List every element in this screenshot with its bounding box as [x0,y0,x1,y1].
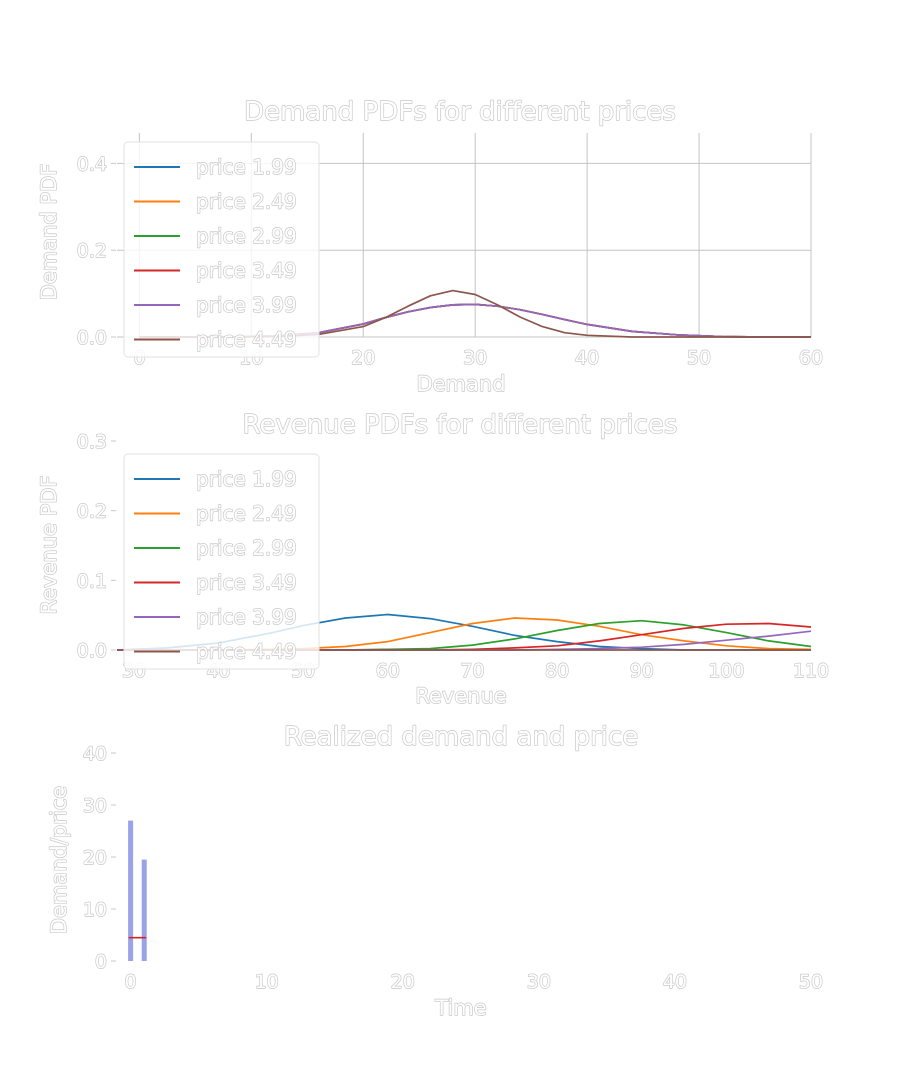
legend-label-3: price 2.99 [196,224,297,248]
legend-label-6: price 4.49 [196,640,297,664]
demand-bar-2 [141,859,147,961]
legend-label-2: price 2.49 [196,502,297,526]
x-tick-label: 60 [799,347,823,369]
legend-label-5: price 3.99 [196,605,297,629]
legend-label-3: price 2.99 [196,536,297,560]
legend-label-5: price 3.99 [196,293,297,317]
y-tick-label: 30 [83,795,107,817]
x-tick-label: 30 [463,347,487,369]
demand-legend: price 1.99 price 2.49 price 2.99 price 3.49… [123,141,320,358]
legend-label-1: price 1.99 [196,467,297,491]
y-tick-label: 20 [83,847,107,869]
demand-y-axis-label: Demand PDF [37,164,61,301]
legend-label-4: price 3.49 [196,571,297,595]
revenue-chart-title: Revenue PDFs for different prices [243,410,678,440]
realized-demand-chart: Realized demand and price 0 10 20 30 40 50 0 10… [46,721,824,1020]
legend-label-1: price 1.99 [196,155,297,179]
x-tick-label: 70 [460,660,484,682]
demand-x-axis-label: Demand [416,372,505,396]
realized-chart-title: Realized demand and price [284,722,639,752]
revenue-legend: price 1.99 price 2.49 price 2.99 price 3.49… [123,453,320,670]
demand-pdf-chart: Demand PDFs for different prices 0 10 20 30… [36,96,823,396]
revenue-x-axis-label: Revenue [415,684,506,708]
y-tick-label: 0.4 [77,153,107,175]
x-tick-label: 30 [527,971,551,993]
y-tick-label: 0.0 [77,327,107,349]
x-tick-label: 60 [376,660,400,682]
legend-label-6: price 4.49 [196,328,297,352]
legend-box [123,453,320,670]
demand-chart-title: Demand PDFs for different prices [244,97,676,127]
x-tick-label: 50 [687,347,711,369]
legend-label-4: price 3.49 [196,259,297,283]
realized-demand-bars [128,820,147,961]
x-tick-label: 40 [663,971,687,993]
y-tick-label: 10 [83,899,107,921]
x-tick-label: 110 [793,660,829,682]
y-tick-label: 0 [95,951,107,973]
revenue-y-axis-label: Revenue PDF [37,475,61,614]
x-tick-label: 100 [708,660,744,682]
revenue-pdf-chart: Revenue PDFs for different prices 30 40 50… [36,409,830,708]
realized-x-axis-label: Time [434,996,486,1020]
y-tick-label: 0.1 [77,570,107,592]
x-tick-label: 90 [630,660,654,682]
realized-axis-ticks: 0 10 20 30 40 50 0 10 20 30 40 [82,742,824,993]
x-tick-label: 10 [255,971,279,993]
legend-box [123,141,320,358]
demand-bar-1 [128,820,134,961]
x-tick-label: 50 [799,971,823,993]
y-tick-label: 0.2 [77,501,107,523]
x-tick-label: 0 [125,971,137,993]
y-tick-label: 0.0 [77,640,107,662]
y-tick-label: 0.2 [77,240,107,262]
x-tick-label: 80 [545,660,569,682]
legend-label-2: price 2.49 [196,190,297,214]
x-tick-label: 20 [351,347,375,369]
x-tick-label: 40 [575,347,599,369]
y-tick-label: 0.3 [77,431,107,453]
x-tick-label: 20 [391,971,415,993]
y-tick-label: 40 [83,743,107,765]
realized-y-axis-label: Demand/price [47,786,71,934]
